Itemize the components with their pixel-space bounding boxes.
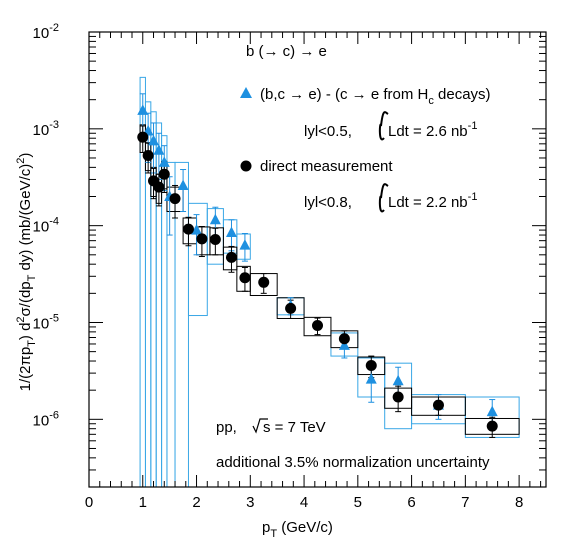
collision-energy-label: s = 7 TeV [263, 419, 326, 436]
x-tick-label: 0 [85, 494, 93, 511]
data-point-triangle [148, 134, 160, 146]
data-point-triangle [137, 104, 149, 115]
x-tick-label: 6 [407, 494, 415, 511]
y-tick-label: 10-4 [33, 216, 59, 236]
sqrt-sign-icon [252, 418, 268, 434]
collision-system-label: pp, [216, 419, 237, 436]
data-point-circle [137, 131, 149, 143]
x-tick-label: 5 [354, 494, 362, 511]
data-point-triangle [338, 339, 350, 350]
data-point-circle [432, 399, 444, 411]
data-point-triangle [365, 373, 377, 384]
data-point-triangle [191, 224, 203, 235]
data-point-circle [338, 333, 350, 345]
y-tick-label: 10-2 [33, 22, 59, 42]
data-point-circle [209, 233, 221, 245]
x-tick-label: 4 [300, 494, 308, 511]
sys-box-triangle [236, 233, 251, 260]
data-point-circle [182, 223, 194, 235]
legend-circle-marker [240, 160, 252, 172]
data-point-triangle [225, 226, 237, 237]
data-point-circle [239, 272, 251, 284]
normalization-note: additional 3.5% normalization uncertaint… [216, 454, 490, 471]
circle-cut-luminosity: Ldt = 2.2 nb-1 [388, 191, 477, 211]
integral-sign-icon-2 [378, 183, 389, 213]
x-tick-label: 1 [139, 494, 147, 511]
axis-ticks [88, 31, 546, 488]
legend-circle-label: direct measurement [260, 158, 393, 175]
legend: b (→ c) → e (b,c → e) - (c → e from Hc d… [216, 43, 491, 471]
circle-cut-rapidity: lyl<0.8, [304, 194, 352, 211]
plot-frame [88, 31, 547, 488]
triangle-cut-rapidity: lyl<0.5, [304, 123, 352, 140]
data-point-triangle [153, 144, 165, 155]
data-point-circle [486, 420, 498, 432]
x-tick-label: 3 [246, 494, 254, 511]
integral-sign-icon [378, 111, 389, 141]
x-tick-label: 8 [515, 494, 523, 511]
data-point-circle [312, 320, 323, 332]
triangle-cut-luminosity: Ldt = 2.6 nb-1 [388, 120, 477, 140]
data-point-circle [169, 193, 181, 205]
data-point-triangle [486, 405, 498, 417]
data-point-triangle [209, 213, 221, 225]
data-point-circle [365, 359, 377, 371]
systematic-boxes [139, 76, 520, 488]
sys-box-circle [303, 316, 332, 337]
data-point-circle [392, 391, 404, 403]
legend-triangle-marker [240, 87, 252, 98]
legend-triangle-label: (b,c → e) - (c → e from Hc decays) [260, 86, 491, 107]
data-point-circle [142, 150, 154, 162]
y-axis-label: 1/(2πpT) d2σ/(dpT dy) (mb/(GeV/c)2) [15, 153, 38, 392]
data-point-circle [285, 302, 297, 314]
y-tick-label: 10-6 [33, 409, 59, 429]
data-point-triangle [392, 374, 404, 386]
data-point-triangle [239, 239, 251, 250]
data-point-circle [158, 168, 170, 180]
process-label: b (→ c) → e [246, 43, 327, 60]
data-point-triangle [158, 156, 170, 167]
data-markers [137, 104, 498, 432]
tick-labels: 0 1 2 3 4 5 6 7 8 10-2 10-3 10-4 10-5 10-6 [33, 22, 524, 511]
data-point-circle [153, 181, 165, 193]
x-axis-label: pT (GeV/c) [262, 519, 333, 540]
y-tick-label: 10-3 [33, 119, 59, 139]
data-point-triangle [177, 179, 189, 190]
x-tick-label: 7 [461, 494, 469, 511]
data-point-circle [196, 233, 208, 245]
data-point-circle [225, 251, 237, 263]
x-tick-label: 2 [192, 494, 200, 511]
data-point-circle [258, 276, 270, 288]
y-tick-label: 10-5 [33, 312, 59, 332]
